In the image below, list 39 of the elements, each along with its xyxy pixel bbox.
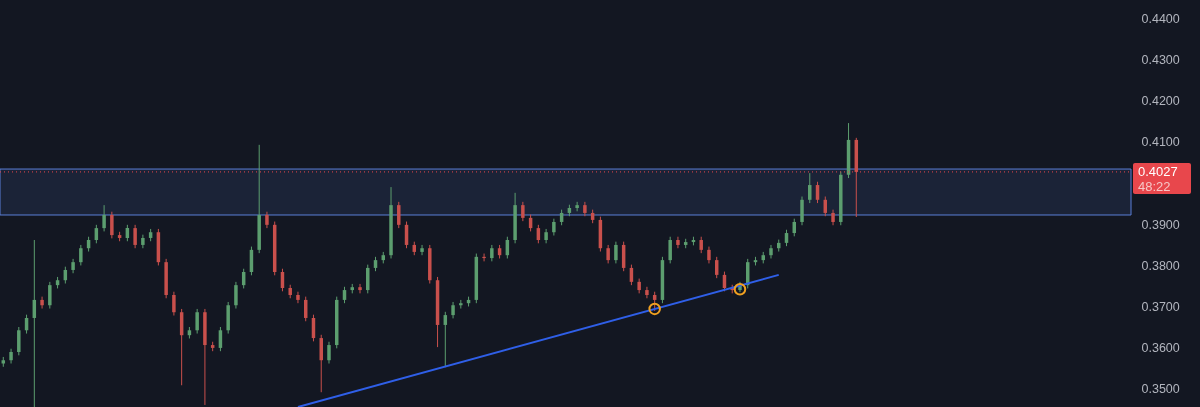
candlestick: [110, 211, 114, 239]
candlestick: [9, 348, 13, 365]
candlestick: [172, 291, 176, 317]
y-tick-label: 0.4200: [1141, 94, 1180, 109]
candlestick: [420, 244, 424, 256]
y-tick-label: 0.3500: [1141, 381, 1180, 396]
candlestick: [645, 286, 649, 299]
candlestick: [575, 201, 579, 212]
candlestick: [234, 281, 238, 310]
candlestick: [296, 291, 300, 304]
candlestick: [800, 196, 804, 226]
candlestick: [397, 201, 401, 229]
y-tick-label: 0.3800: [1141, 258, 1180, 273]
ref-line-label: 0.4027: [1138, 163, 1178, 179]
candlestick: [676, 236, 680, 249]
y-tick-label: 0.3900: [1141, 217, 1180, 232]
candlestick: [606, 244, 610, 264]
y-tick-label: 0.4400: [1141, 12, 1180, 27]
candlestick: [808, 172, 812, 204]
text: 48:22: [1138, 178, 1171, 194]
y-tick-label: 0.3600: [1141, 340, 1180, 355]
y-tick-label: 0.3700: [1141, 299, 1180, 314]
candlestick: [482, 253, 486, 262]
candlestick: [102, 204, 106, 232]
candlestick: [319, 334, 323, 393]
candlestick: [79, 244, 83, 266]
candlestick: [521, 201, 525, 222]
candlestick: [133, 224, 137, 249]
y-tick-label: 0.4300: [1141, 53, 1180, 68]
candlestick: [358, 283, 362, 294]
candlestick: [614, 241, 618, 264]
candlestick: [195, 308, 199, 335]
candlestick: [17, 326, 21, 356]
candlestick: [668, 236, 672, 264]
candlestick: [48, 281, 52, 310]
candlestick: [366, 264, 370, 294]
y-tick-label: 0.4100: [1141, 135, 1180, 150]
candlestick: [40, 296, 44, 310]
candlestick: [327, 341, 331, 365]
